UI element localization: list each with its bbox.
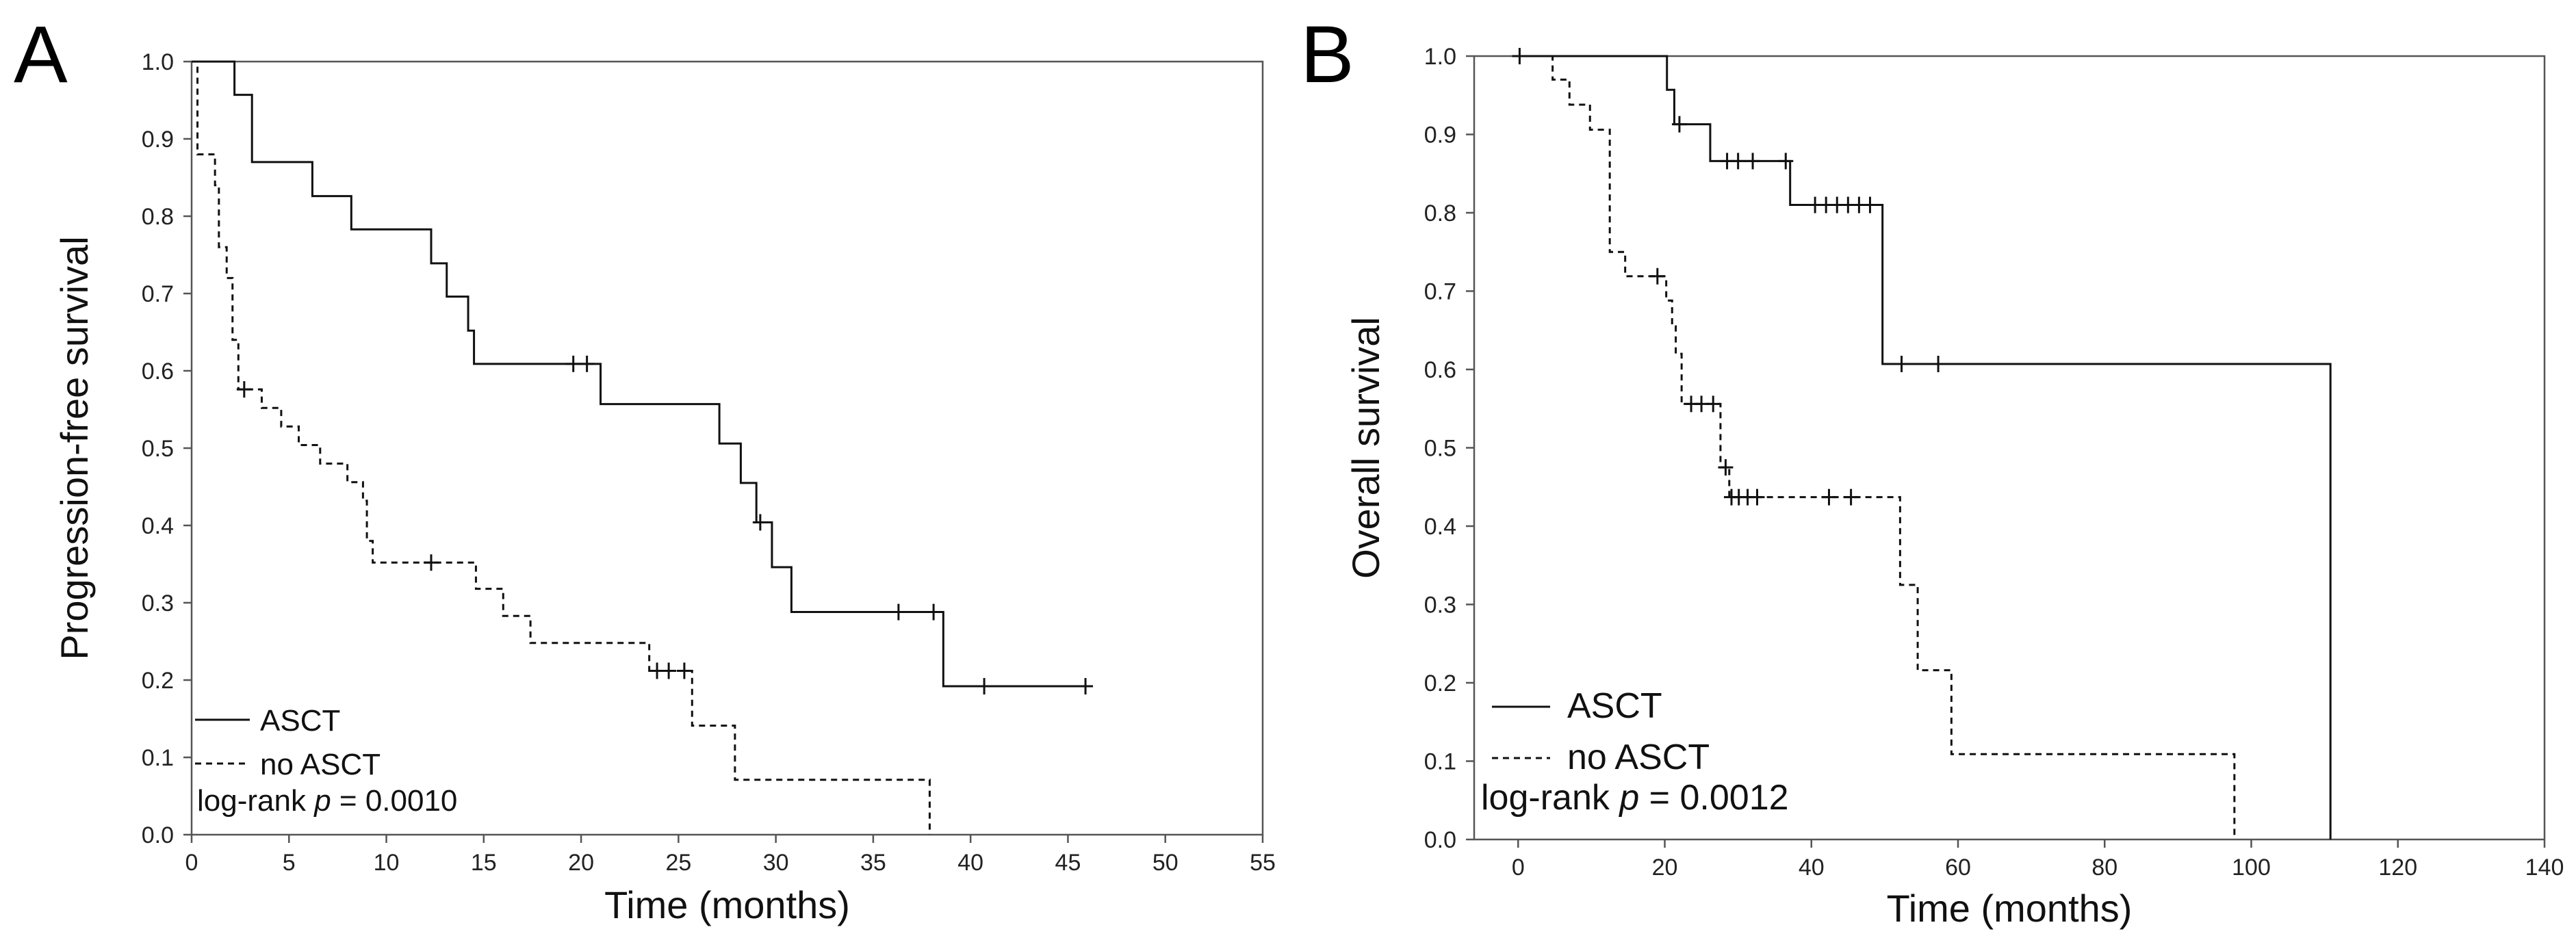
y-axis-title: Overall survival: [1344, 317, 1387, 579]
x-tick-label: 20: [1652, 855, 1678, 881]
logrank-prefix: log-rank: [1481, 778, 1619, 818]
y-tick-label: 0.7: [1424, 279, 1456, 305]
series-line-asct: [1518, 55, 2332, 839]
x-tick-label: 25: [665, 850, 691, 876]
panel-b: B 0.0 0.1 0.2 0.3 0.4 0.5 0.6 0.7 0.8 0.9 1.0 0 20 40 6…: [1300, 10, 2564, 930]
x-tick-label: 100: [2232, 855, 2271, 881]
x-tick-label: 15: [471, 850, 497, 876]
y-tick-label: 0.8: [1424, 200, 1456, 226]
y-axis-title: Progression-free survival: [53, 236, 96, 660]
x-tick-label: 80: [2091, 855, 2117, 881]
x-tick-label: 45: [1055, 850, 1081, 876]
x-tick-label: 20: [568, 850, 594, 876]
y-tick-label: 0.1: [1424, 749, 1456, 775]
y-tick-label: 0.4: [1424, 514, 1456, 540]
y-tick-label: 0.6: [142, 359, 174, 385]
y-tick-label: 1.0: [1424, 44, 1456, 70]
y-tick-label: 0.3: [142, 590, 174, 616]
y-tick-label: 0.2: [1424, 670, 1456, 696]
x-tick-label: 120: [2378, 855, 2417, 881]
x-axis-title: Time (months): [604, 883, 850, 926]
logrank-value: = 0.0010: [331, 784, 458, 818]
x-tick-label: 40: [1799, 855, 1825, 881]
y-tick-label: 0.9: [142, 127, 174, 153]
y-tick-label: 0.5: [1424, 436, 1456, 462]
logrank-annotation: log-rank p = 0.0010: [197, 784, 457, 818]
y-tick-label: 0.9: [1424, 122, 1456, 148]
logrank-p-symbol: p: [1618, 778, 1639, 818]
legend-label-no-asct: no ASCT: [260, 748, 381, 781]
series-line-no-asct: [1518, 55, 2236, 839]
series-line-asct: [192, 60, 1087, 688]
x-tick-label: 55: [1250, 850, 1276, 876]
y-tick-label: 0.4: [142, 513, 174, 539]
panel-a: A 0.0 0.1 0.2 0.3 0.4 0.5 0.6 0.7 0.8 0.9 1.0 0 5 10 15…: [14, 10, 1276, 926]
y-tick-label: 0.8: [142, 204, 174, 230]
y-tick-label: 0.6: [1424, 357, 1456, 383]
x-axis-title: Time (months): [1887, 887, 2133, 930]
y-tick-label: 0.7: [142, 281, 174, 307]
panel-letter: A: [14, 10, 68, 100]
x-tick-label: 30: [763, 850, 789, 876]
x-tick-label: 50: [1152, 850, 1178, 876]
x-tick-label: 0: [185, 850, 198, 876]
y-tick-label: 0.0: [142, 822, 174, 848]
panel-letter: B: [1300, 10, 1354, 100]
x-tick-label: 0: [1512, 855, 1525, 881]
y-tick-label: 0.2: [142, 668, 174, 694]
x-tick-label: 5: [283, 850, 296, 876]
logrank-value: = 0.0012: [1639, 778, 1788, 818]
legend-label-no-asct: no ASCT: [1567, 738, 1710, 777]
logrank-p-symbol: p: [313, 784, 331, 818]
x-tick-label: 60: [1945, 855, 1971, 881]
legend-label-asct: ASCT: [1567, 686, 1662, 726]
y-tick-label: 0.5: [142, 436, 174, 462]
x-tick-label: 10: [374, 850, 400, 876]
series-line-no-asct: [192, 60, 931, 835]
y-tick-label: 0.1: [142, 745, 174, 771]
y-tick-label: 0.0: [1424, 827, 1456, 853]
legend-label-asct: ASCT: [260, 704, 340, 738]
y-tick-label: 1.0: [142, 49, 174, 75]
logrank-annotation: log-rank p = 0.0012: [1481, 778, 1789, 818]
x-tick-label: 140: [2525, 855, 2564, 881]
x-tick-label: 35: [860, 850, 886, 876]
logrank-prefix: log-rank: [197, 784, 314, 818]
y-tick-label: 0.3: [1424, 592, 1456, 618]
x-tick-label: 40: [957, 850, 983, 876]
